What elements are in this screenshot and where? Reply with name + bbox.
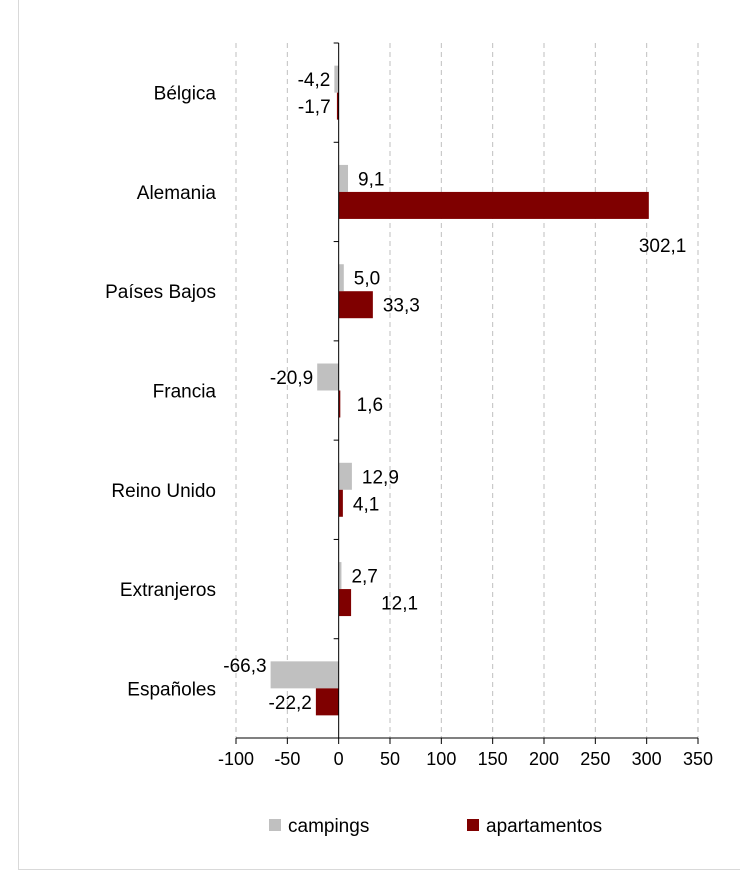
gridlines — [235, 43, 699, 738]
category-label-francia: Francia — [153, 382, 217, 403]
bar-campings-belgica — [334, 65, 339, 93]
bar-campings-paises-bajos — [338, 264, 344, 292]
bar-apartamentos-francia — [338, 390, 341, 418]
legend-label-campings: campings — [288, 816, 369, 837]
category-label-paises-bajos: Países Bajos — [105, 282, 216, 303]
x-tick-label: 350 — [683, 749, 713, 769]
bar-apartamentos-alemania — [338, 191, 649, 219]
data-label-apartamentos-espanoles: -22,2 — [269, 693, 312, 714]
category-label-reino-unido: Reino Unido — [111, 481, 216, 502]
bar-campings-extranjeros — [338, 562, 342, 590]
category-label-espanoles: Españoles — [127, 679, 216, 700]
data-label-apartamentos-paises-bajos: 33,3 — [383, 296, 420, 317]
bar-apartamentos-paises-bajos — [338, 291, 373, 319]
bars — [270, 65, 649, 716]
labels: Bélgica Alemania Países Bajos Francia Reino … — [105, 70, 686, 714]
x-tick-label: 150 — [478, 749, 508, 769]
bar-apartamentos-extranjeros — [338, 589, 352, 617]
bar-campings-alemania — [338, 164, 349, 192]
data-label-apartamentos-alemania: 302,1 — [639, 236, 687, 257]
category-label-alemania: Alemania — [137, 183, 217, 204]
data-label-campings-reino-unido: 12,9 — [362, 467, 399, 488]
legend-swatch-apartamentos — [467, 819, 479, 831]
category-label-extranjeros: Extranjeros — [120, 580, 216, 601]
chart-frame — [18, 0, 740, 870]
bar-campings-espanoles — [270, 661, 339, 689]
bar-campings-reino-unido — [338, 462, 352, 490]
bar-campings-francia — [317, 363, 339, 391]
data-label-apartamentos-extranjeros: 12,1 — [381, 594, 418, 615]
bar-apartamentos-belgica — [336, 92, 339, 120]
legend: campings apartamentos — [269, 816, 602, 837]
data-label-campings-belgica: -4,2 — [298, 70, 331, 91]
x-tick-label: 300 — [632, 749, 662, 769]
data-label-campings-paises-bajos: 5,0 — [354, 269, 380, 290]
data-label-apartamentos-reino-unido: 4,1 — [353, 494, 379, 515]
category-label-belgica: Bélgica — [154, 84, 217, 105]
bar-apartamentos-espanoles — [315, 688, 339, 716]
data-label-campings-extranjeros: 2,7 — [351, 567, 377, 588]
x-tick-label: -100 — [218, 749, 254, 769]
data-label-apartamentos-belgica: -1,7 — [298, 97, 331, 118]
x-tick-label: 50 — [380, 749, 400, 769]
legend-swatch-campings — [269, 819, 281, 831]
x-tick-label: 0 — [334, 749, 344, 769]
data-label-campings-alemania: 9,1 — [358, 169, 384, 190]
axes: -100 -50 0 50 100 150 200 250 300 350 — [218, 42, 713, 769]
x-tick-label: -50 — [274, 749, 300, 769]
data-label-campings-espanoles: -66,3 — [223, 656, 266, 677]
data-label-apartamentos-francia: 1,6 — [357, 395, 383, 416]
x-tick-label: 100 — [426, 749, 456, 769]
legend-label-apartamentos: apartamentos — [486, 816, 602, 837]
bar-apartamentos-reino-unido — [338, 489, 343, 517]
x-tick-label: 250 — [580, 749, 610, 769]
data-label-campings-francia: -20,9 — [270, 368, 313, 389]
x-tick-label: 200 — [529, 749, 559, 769]
